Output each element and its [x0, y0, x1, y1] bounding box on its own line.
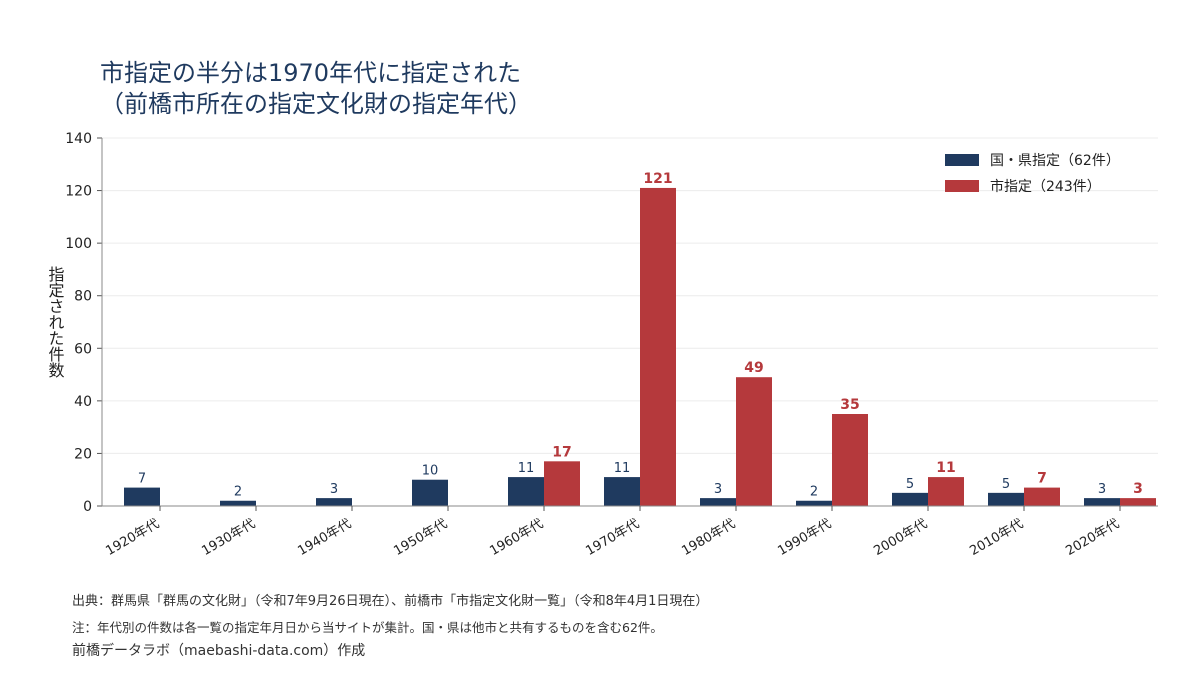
x-tick-label: 1980年代 [679, 516, 738, 559]
bar [736, 377, 772, 506]
legend-swatch [945, 154, 979, 166]
grid-lines [102, 137, 1158, 454]
chart-title: 市指定の半分は1970年代に指定された （前橋市所在の指定文化財の指定年代） [100, 58, 532, 120]
data-label: 35 [840, 397, 859, 413]
y-tick-label: 60 [74, 341, 92, 357]
x-tick-label: 1960年代 [487, 516, 546, 559]
bar [124, 487, 160, 506]
bar [892, 492, 928, 506]
source-note: 出典：群馬県「群馬の文化財」（令和7年9月26日現在）、前橋市「市指定文化財一覧… [72, 594, 709, 609]
bar [412, 479, 448, 506]
bar [988, 492, 1024, 506]
data-label: 3 [330, 482, 338, 497]
bar [1024, 487, 1060, 506]
x-tick-label: 2000年代 [871, 516, 930, 559]
data-label: 11 [518, 461, 535, 476]
y-tick-label: 100 [65, 236, 92, 252]
bar [1084, 498, 1120, 506]
chart-title-line1: 市指定の半分は1970年代に指定された [100, 59, 522, 87]
x-tick-label: 1920年代 [103, 516, 162, 559]
data-label: 11 [936, 460, 955, 476]
y-tick-label: 80 [74, 289, 92, 305]
y-tick-label: 140 [65, 131, 92, 147]
y-tick-label: 20 [74, 446, 92, 462]
data-label: 7 [1037, 471, 1047, 487]
data-label: 11 [614, 461, 631, 476]
x-tick-label: 1950年代 [391, 516, 450, 559]
bar [604, 477, 640, 506]
x-tick-label: 1940年代 [295, 516, 354, 559]
legend: 国・県指定（62件） 市指定（243件） [945, 153, 1120, 195]
y-tick-label: 0 [83, 499, 92, 515]
data-label: 2 [234, 485, 242, 500]
x-tick-label: 1930年代 [199, 516, 258, 559]
bar [508, 477, 544, 506]
bar [220, 500, 256, 506]
y-axis: 0 20 40 60 80 100 120 140 [65, 131, 103, 515]
legend-label: 市指定（243件） [990, 178, 1101, 195]
data-label: 7 [138, 472, 146, 487]
bar [1120, 498, 1156, 506]
data-label: 5 [906, 477, 914, 492]
chart-title-line2: （前橋市所在の指定文化財の指定年代） [100, 90, 532, 118]
bars [124, 187, 1156, 506]
y-tick-label: 120 [65, 184, 92, 200]
data-label: 3 [714, 482, 722, 497]
legend-label: 国・県指定（62件） [990, 153, 1120, 169]
data-labels: 7 2 3 10 11 17 11 121 3 49 2 35 5 11 5 7 3 3 [138, 171, 1143, 500]
data-label: 121 [643, 171, 672, 187]
bar [832, 414, 868, 506]
data-label: 3 [1098, 482, 1106, 497]
data-label: 10 [422, 464, 439, 479]
y-axis-label: 指定された件数 [46, 266, 65, 378]
x-tick-label: 1990年代 [775, 516, 834, 559]
credit-note: 前橋データラボ（maebashi-data.com）作成 [72, 643, 366, 659]
data-label: 3 [1133, 481, 1143, 497]
bar [700, 498, 736, 506]
method-note: 注：年代別の件数は各一覧の指定年月日から当サイトが集計。国・県は他市と共有するも… [72, 620, 663, 635]
x-axis: 1920年代 1930年代 1940年代 1950年代 1960年代 1970年代 1980… [102, 505, 1158, 559]
data-label: 49 [744, 360, 763, 376]
bar [640, 187, 676, 506]
data-label: 2 [810, 485, 818, 500]
data-label: 17 [552, 444, 571, 460]
legend-swatch [945, 180, 979, 192]
bar [796, 500, 832, 506]
bar [544, 461, 580, 506]
bar [928, 477, 964, 506]
x-tick-label: 2010年代 [967, 516, 1026, 559]
x-tick-label: 2020年代 [1063, 516, 1122, 559]
bar [316, 498, 352, 506]
y-tick-label: 40 [74, 394, 92, 410]
data-label: 5 [1002, 477, 1010, 492]
x-tick-label: 1970年代 [583, 516, 642, 559]
